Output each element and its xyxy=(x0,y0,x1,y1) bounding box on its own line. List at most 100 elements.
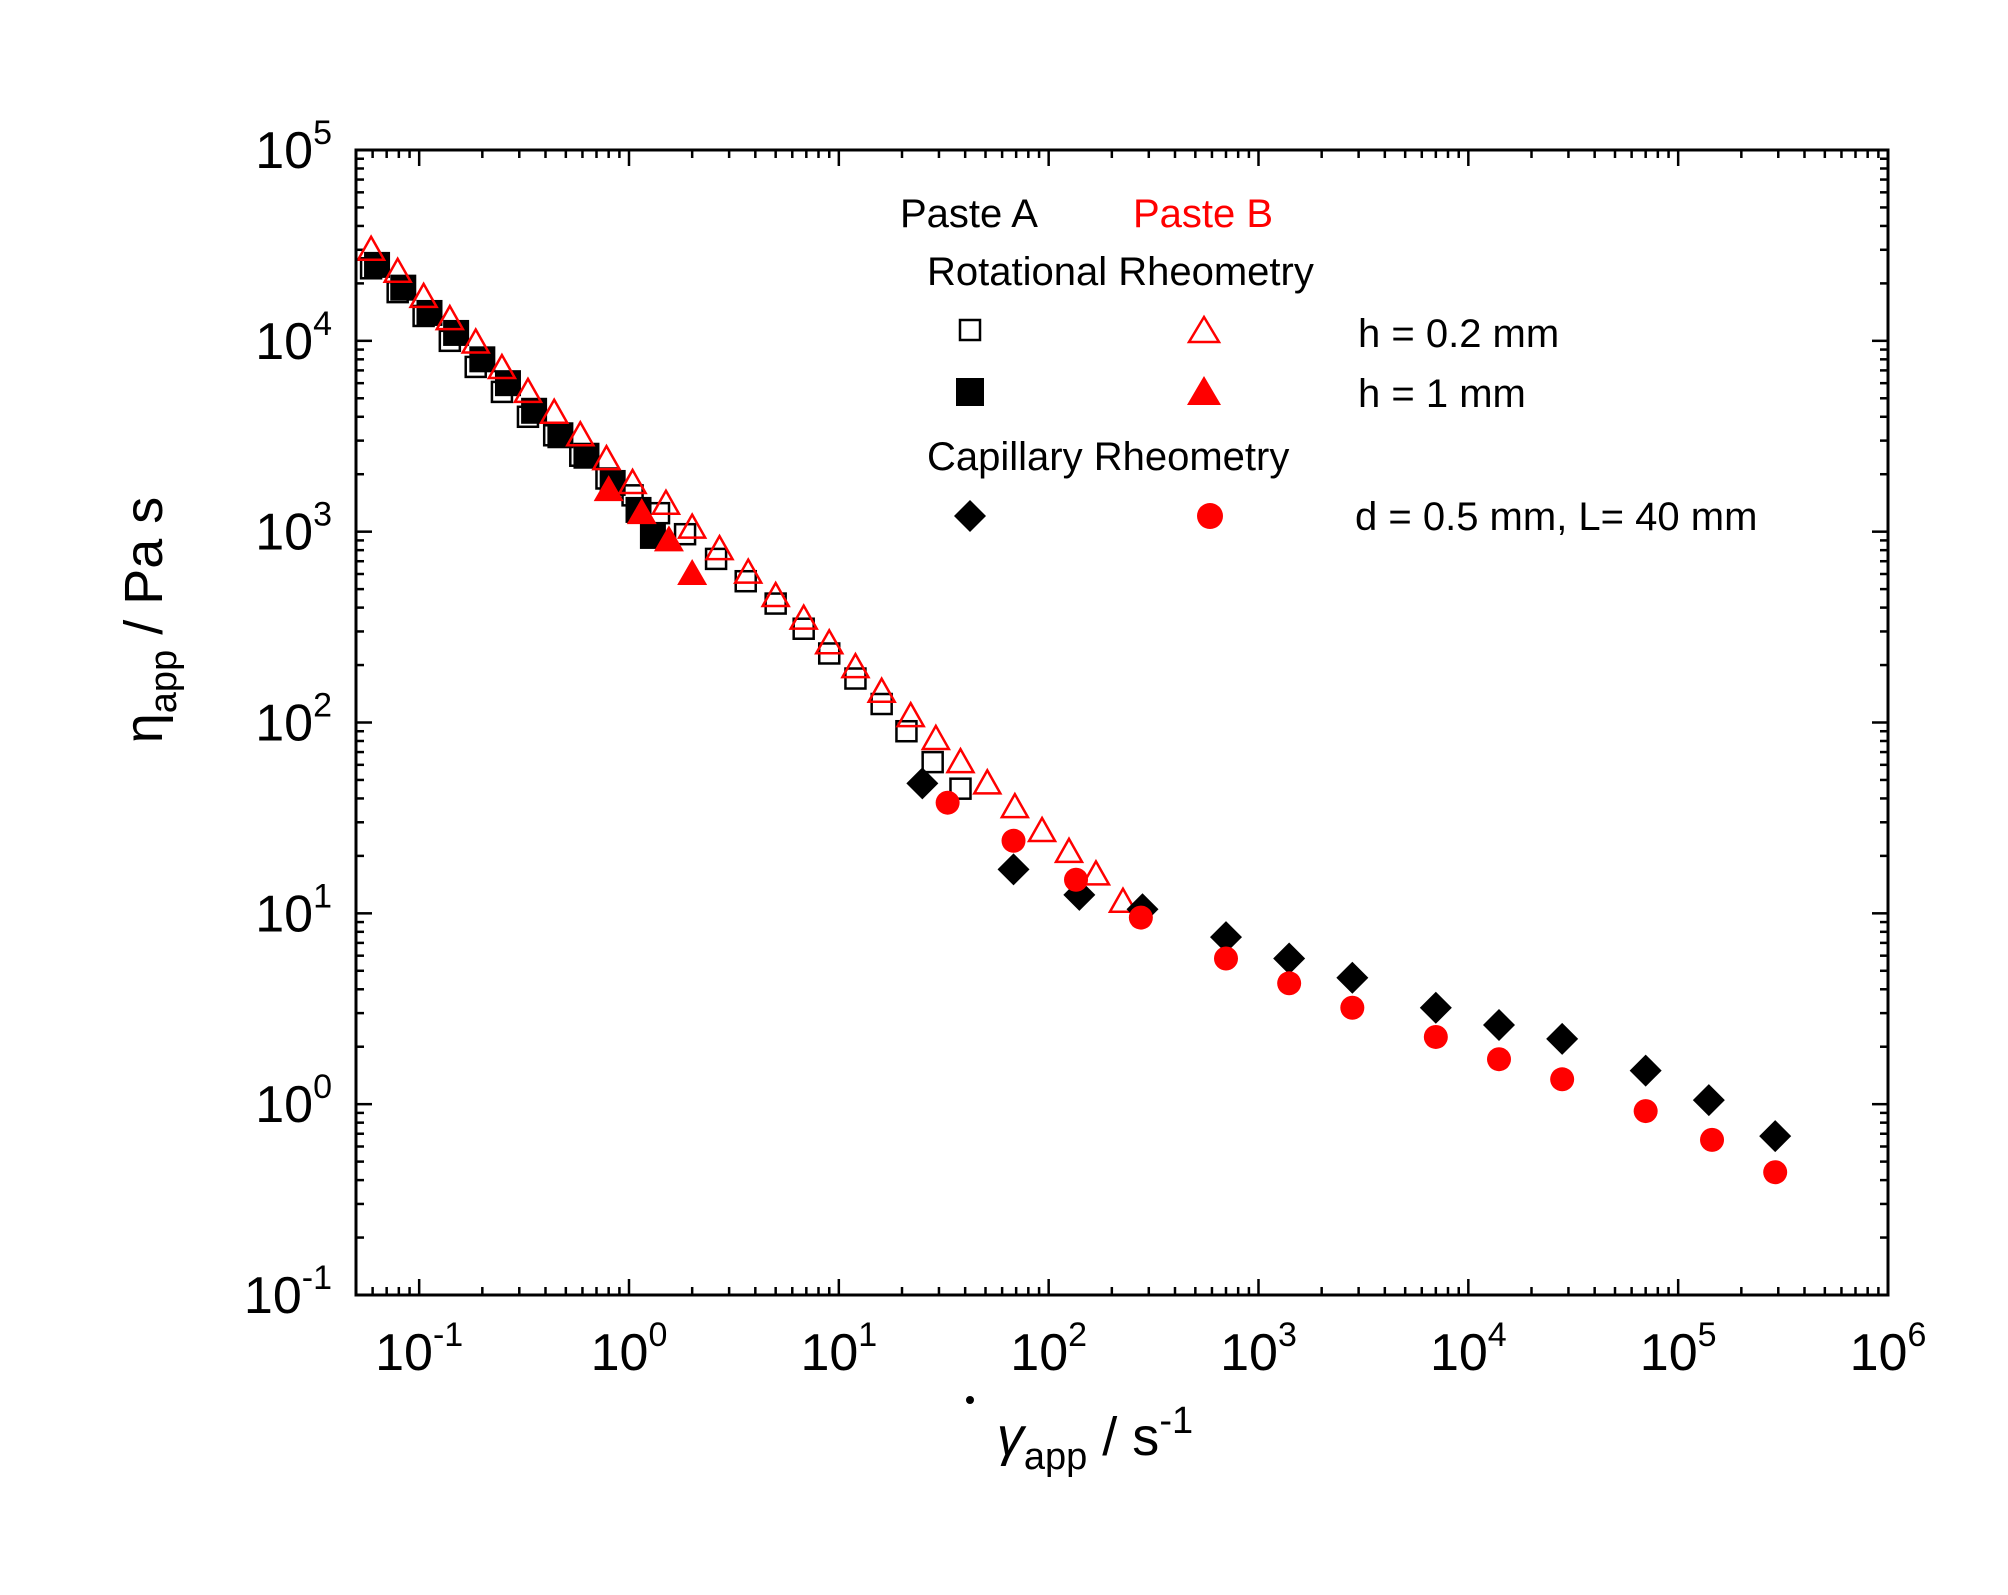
legend-paste-b: Paste B xyxy=(1133,192,1273,236)
y-tick-base: 10 xyxy=(255,885,313,943)
x-tick-label: 100 xyxy=(591,1316,668,1382)
data-point xyxy=(866,676,897,703)
x-tick-base: 10 xyxy=(375,1324,433,1382)
y-tick-label: 10-1 xyxy=(244,1259,332,1325)
x-tick-exponent: 5 xyxy=(1698,1316,1717,1354)
data-point xyxy=(1277,971,1302,996)
data-point xyxy=(1001,828,1026,853)
y-tick-label: 101 xyxy=(255,877,332,943)
data-point xyxy=(1107,886,1139,913)
legend-cap-label: d = 0.5 mm, L= 40 mm xyxy=(1355,495,1757,539)
data-point xyxy=(788,603,819,630)
y-axis-symbol: η xyxy=(114,713,174,743)
x-tick-label: 102 xyxy=(1010,1316,1087,1382)
x-tick-label: 103 xyxy=(1220,1316,1297,1382)
data-point xyxy=(935,790,960,815)
data-point xyxy=(1486,1047,1511,1072)
y-tick-exponent: 2 xyxy=(313,687,332,725)
data-point xyxy=(443,319,470,346)
x-axis-label: γapp / s-1 xyxy=(966,1396,1193,1478)
x-tick-label: 106 xyxy=(1850,1316,1927,1382)
data-point xyxy=(486,352,518,380)
data-point xyxy=(512,376,544,404)
x-tick-base: 10 xyxy=(1010,1324,1068,1382)
y-tick-base: 10 xyxy=(255,695,313,753)
legend-marker-square-open xyxy=(958,318,982,342)
data-point xyxy=(653,525,684,552)
data-point xyxy=(650,488,682,516)
data-point xyxy=(677,559,708,586)
x-tick-label: 101 xyxy=(800,1316,877,1382)
y-tick-exponent: 1 xyxy=(313,877,332,915)
data-point xyxy=(1700,1127,1725,1152)
data-point xyxy=(1629,1054,1662,1087)
y-tick-exponent: 4 xyxy=(313,305,332,343)
y-tick-exponent: 3 xyxy=(313,496,332,534)
y-tick-base: 10 xyxy=(255,504,313,562)
data-point xyxy=(1482,1008,1515,1041)
x-axis-superscript: -1 xyxy=(1159,1400,1193,1442)
data-point xyxy=(1550,1067,1575,1092)
data-point xyxy=(1423,1024,1448,1049)
data-point xyxy=(1128,905,1153,930)
data-point xyxy=(416,299,443,326)
y-tick-label: 103 xyxy=(255,496,332,562)
data-point xyxy=(704,533,735,561)
y-tick-base: 10 xyxy=(255,313,313,371)
data-point xyxy=(677,512,708,539)
legend-paste-a: Paste A xyxy=(900,192,1038,236)
data-point xyxy=(539,397,570,424)
tick-labels: 10-1 100 101 102 103 104 105 10610-110010110210… xyxy=(244,114,1926,1382)
legend: Paste A Paste B Rotational Rheometry h =… xyxy=(900,192,1757,539)
data-point xyxy=(382,256,413,284)
data-point xyxy=(626,498,657,525)
data-point xyxy=(945,746,976,774)
data-point xyxy=(673,522,697,546)
x-tick-base: 10 xyxy=(1220,1324,1278,1382)
legend-h02-label: h = 0.2 mm xyxy=(1358,312,1559,356)
y-axis-label: ηapp / Pa s xyxy=(114,497,185,744)
data-point xyxy=(1336,961,1369,994)
data-point xyxy=(895,700,926,728)
y-tick-label: 105 xyxy=(255,114,332,180)
data-point xyxy=(617,467,648,495)
data-point xyxy=(920,723,952,751)
data-point xyxy=(814,627,845,655)
legend-marker-diamond-filled xyxy=(954,500,986,532)
data-point xyxy=(870,692,893,716)
axis-ticks xyxy=(354,148,1890,1297)
data-markers xyxy=(355,234,1792,1185)
data-point xyxy=(460,326,491,354)
data-point xyxy=(434,303,465,331)
y-tick-exponent: 0 xyxy=(313,1068,332,1106)
data-point xyxy=(1340,995,1365,1020)
x-tick-base: 10 xyxy=(800,1324,858,1382)
x-tick-exponent: 1 xyxy=(858,1316,877,1354)
x-axis-symbol-dot xyxy=(966,1396,974,1404)
y-axis-unit: / Pa s xyxy=(114,497,174,650)
series-3 xyxy=(593,475,708,586)
legend-marker-triangle-filled xyxy=(1187,376,1221,405)
legend-h1-label: h = 1 mm xyxy=(1358,372,1526,416)
data-point xyxy=(565,419,596,447)
data-point xyxy=(1080,858,1112,886)
data-point xyxy=(593,475,624,502)
y-tick-label: 102 xyxy=(255,687,332,753)
x-tick-exponent: -1 xyxy=(433,1316,463,1354)
y-tick-base: 10 xyxy=(255,122,313,180)
data-point xyxy=(1763,1160,1788,1185)
x-tick-exponent: 4 xyxy=(1488,1316,1507,1354)
data-point xyxy=(997,853,1030,886)
data-point xyxy=(390,274,417,301)
x-axis-subscript: app xyxy=(1024,1436,1087,1478)
y-tick-label: 100 xyxy=(255,1068,332,1134)
series-4 xyxy=(906,767,1792,1153)
data-point xyxy=(1209,921,1242,954)
data-point xyxy=(906,767,939,800)
data-point xyxy=(1419,991,1452,1024)
legend-marker-square-filled xyxy=(956,378,984,406)
legend-capillary-heading: Capillary Rheometry xyxy=(927,435,1289,479)
data-point xyxy=(1213,946,1238,971)
data-point xyxy=(364,251,391,278)
